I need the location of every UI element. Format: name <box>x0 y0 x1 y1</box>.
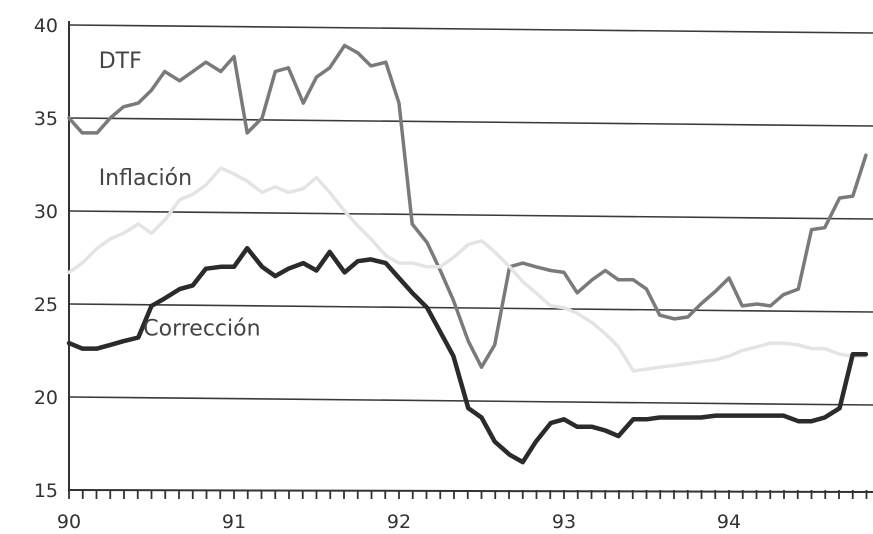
axes <box>68 21 873 493</box>
y-tick-label: 30 <box>34 201 58 223</box>
y-tick-label: 15 <box>34 480 58 502</box>
gridline <box>68 117 873 127</box>
x-tick-labels: 90 91 92 93 94 <box>57 511 741 533</box>
gridline <box>68 24 873 34</box>
y-tick-label: 35 <box>34 108 58 130</box>
series-line-inflacion <box>67 166 868 373</box>
x-tick-label: 92 <box>387 511 411 533</box>
x-tick-label: 91 <box>222 511 246 533</box>
series-line-correccion <box>66 245 869 465</box>
series-label-dtf: DTF <box>99 49 142 74</box>
y-tick-label: 40 <box>34 15 58 37</box>
series-line-dtf <box>67 43 868 369</box>
x-axis-line <box>68 489 873 493</box>
y-tick-labels: 15 20 25 30 35 40 <box>34 15 58 502</box>
gridlines <box>68 24 873 406</box>
series-label-inflacion: Inflación <box>99 166 192 191</box>
gridline <box>68 210 873 220</box>
x-tick-label: 90 <box>57 511 81 533</box>
y-tick-label: 20 <box>34 387 58 409</box>
x-tick-label: 93 <box>552 511 576 533</box>
series-label-correccion: Corrección <box>143 317 260 342</box>
gridline <box>68 303 873 313</box>
gridline <box>68 396 873 406</box>
y-tick-label: 25 <box>34 294 58 316</box>
series-lines <box>66 43 869 465</box>
series-labels: DTF Inflación Corrección <box>99 49 261 342</box>
x-tick-label: 94 <box>717 511 741 533</box>
x-minor-ticks <box>68 490 868 499</box>
